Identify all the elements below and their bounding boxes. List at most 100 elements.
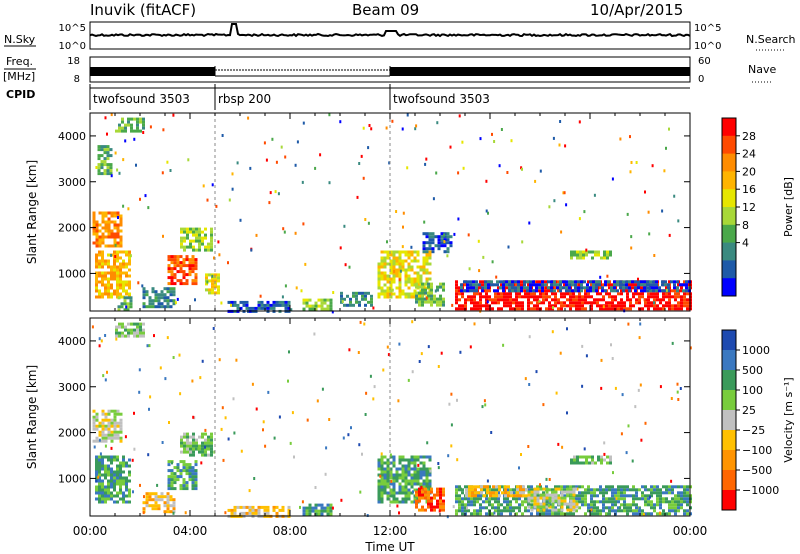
scatter-cell	[512, 497, 515, 501]
scatter-speck	[468, 267, 471, 271]
scatter-cell	[611, 494, 614, 498]
scatter-cell	[186, 450, 189, 454]
scatter-cell	[107, 244, 111, 248]
scatter-cell	[602, 506, 605, 510]
scatter-cell	[614, 304, 617, 308]
scatter-cell	[581, 301, 584, 305]
scatter-cell	[611, 506, 614, 510]
scatter-cell	[473, 500, 476, 504]
scatter-cell	[136, 126, 139, 130]
colorbar-tick-label: 20	[742, 165, 756, 178]
scatter-speck	[117, 216, 119, 219]
scatter-cell	[329, 503, 333, 507]
scatter-speck	[206, 198, 209, 202]
scatter-speck	[425, 296, 428, 300]
scatter-cell	[464, 304, 467, 308]
scatter-cell	[361, 294, 364, 298]
scatter-speck	[273, 436, 276, 440]
scatter-cell	[154, 492, 158, 496]
scatter-cell	[230, 508, 234, 512]
scatter-cell	[407, 458, 411, 462]
scatter-cell	[166, 296, 170, 300]
scatter-cell	[323, 509, 327, 513]
scatter-speck	[398, 511, 400, 515]
scatter-cell	[106, 172, 110, 176]
scatter-cell	[599, 509, 602, 513]
scatter-cell	[515, 283, 518, 287]
scatter-cell	[95, 488, 98, 492]
scatter-cell	[680, 500, 683, 504]
scatter-cell	[176, 466, 180, 470]
scatter-cell	[180, 438, 183, 442]
scatter-speck	[340, 498, 343, 502]
scatter-cell	[620, 491, 623, 495]
scatter-cell	[407, 274, 411, 278]
scatter-cell	[464, 509, 467, 513]
scatter-cell	[92, 427, 96, 431]
scatter-cell	[398, 488, 402, 492]
scatter-cell	[204, 245, 207, 249]
scatter-cell	[407, 482, 411, 486]
scatter-cell	[107, 292, 110, 296]
scatter-cell	[602, 491, 605, 495]
scatter-cell	[113, 274, 116, 278]
scatter-cell	[404, 280, 408, 284]
scatter-cell	[380, 271, 384, 275]
scatter-cell	[185, 472, 189, 476]
y-tick-label: 1000	[58, 472, 86, 485]
scatter-cell	[611, 307, 614, 311]
scatter-cell	[659, 500, 662, 504]
scatter-cell	[611, 500, 614, 504]
scatter-cell	[125, 280, 128, 284]
scatter-cell	[641, 307, 644, 311]
scatter-speck	[218, 253, 221, 257]
scatter-cell	[172, 498, 176, 502]
scatter-cell	[398, 292, 402, 296]
scatter-cell	[527, 488, 530, 492]
scatter-cell	[566, 512, 569, 516]
scatter-cell	[442, 282, 445, 286]
scatter-cell	[317, 503, 321, 507]
scatter-cell	[404, 485, 408, 489]
scatter-cell	[588, 455, 591, 459]
scatter-cell	[370, 297, 373, 301]
scatter-cell	[211, 285, 214, 289]
scatter-cell	[584, 292, 587, 296]
scatter-cell	[686, 494, 689, 498]
scatter-speck	[634, 405, 637, 409]
scatter-cell	[461, 509, 464, 513]
scatter-cell	[145, 290, 149, 294]
scatter-cell	[305, 506, 309, 510]
scatter-cell	[590, 283, 593, 287]
scatter-cell	[201, 242, 204, 246]
scatter-cell	[436, 297, 439, 301]
scatter-cell	[117, 308, 121, 312]
scatter-cell	[377, 491, 381, 495]
scatter-speck	[212, 327, 215, 330]
scatter-cell	[421, 493, 424, 497]
scatter-cell	[478, 283, 481, 287]
scatter-cell	[157, 302, 161, 306]
scatter-cell	[383, 292, 387, 296]
scatter-cell	[673, 280, 676, 284]
scatter-cell	[661, 280, 664, 284]
scatter-cell	[460, 286, 463, 290]
scatter-cell	[398, 476, 402, 480]
scatter-cell	[389, 265, 393, 269]
scatter-speck	[462, 166, 465, 170]
scatter-cell	[514, 280, 517, 284]
scatter-cell	[287, 508, 291, 512]
scatter-cell	[685, 289, 688, 293]
scatter-cell	[166, 492, 170, 496]
scatter-cell	[580, 289, 583, 293]
scatter-cell	[107, 470, 110, 474]
scatter-cell	[128, 280, 131, 284]
scatter-speck	[131, 458, 134, 462]
scatter-cell	[665, 497, 668, 501]
scatter-cell	[101, 482, 104, 486]
scatter-cell	[428, 250, 432, 254]
scatter-cell	[204, 441, 207, 445]
scatter-cell	[317, 304, 321, 308]
scatter-cell	[613, 280, 616, 284]
scatter-cell	[662, 298, 665, 302]
